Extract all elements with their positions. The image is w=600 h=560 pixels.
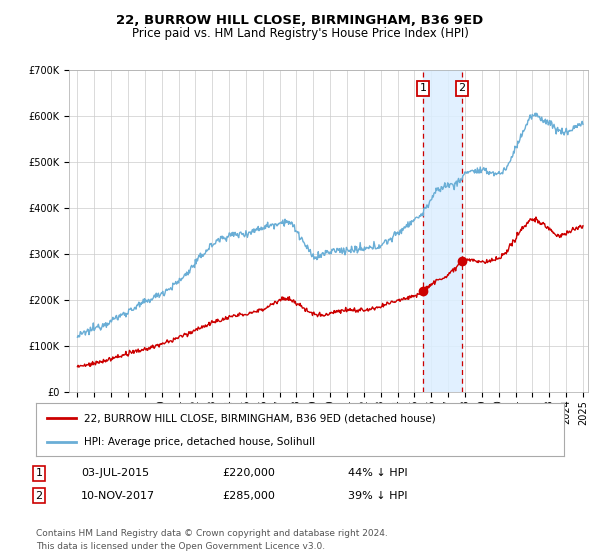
Text: 2: 2 bbox=[458, 83, 466, 94]
Text: Contains HM Land Registry data © Crown copyright and database right 2024.: Contains HM Land Registry data © Crown c… bbox=[36, 529, 388, 538]
Text: 39% ↓ HPI: 39% ↓ HPI bbox=[348, 491, 407, 501]
Text: HPI: Average price, detached house, Solihull: HPI: Average price, detached house, Soli… bbox=[83, 436, 314, 446]
Bar bbox=[423, 70, 462, 392]
Text: 1: 1 bbox=[35, 468, 43, 478]
Text: 1: 1 bbox=[419, 83, 427, 94]
Text: 10-NOV-2017: 10-NOV-2017 bbox=[81, 491, 155, 501]
Text: 22, BURROW HILL CLOSE, BIRMINGHAM, B36 9ED: 22, BURROW HILL CLOSE, BIRMINGHAM, B36 9… bbox=[116, 14, 484, 27]
Text: 44% ↓ HPI: 44% ↓ HPI bbox=[348, 468, 407, 478]
Text: 22, BURROW HILL CLOSE, BIRMINGHAM, B36 9ED (detached house): 22, BURROW HILL CLOSE, BIRMINGHAM, B36 9… bbox=[83, 413, 435, 423]
Text: 03-JUL-2015: 03-JUL-2015 bbox=[81, 468, 149, 478]
Text: £220,000: £220,000 bbox=[222, 468, 275, 478]
Text: This data is licensed under the Open Government Licence v3.0.: This data is licensed under the Open Gov… bbox=[36, 542, 325, 551]
Text: Price paid vs. HM Land Registry's House Price Index (HPI): Price paid vs. HM Land Registry's House … bbox=[131, 27, 469, 40]
Text: £285,000: £285,000 bbox=[222, 491, 275, 501]
Text: 2: 2 bbox=[35, 491, 43, 501]
